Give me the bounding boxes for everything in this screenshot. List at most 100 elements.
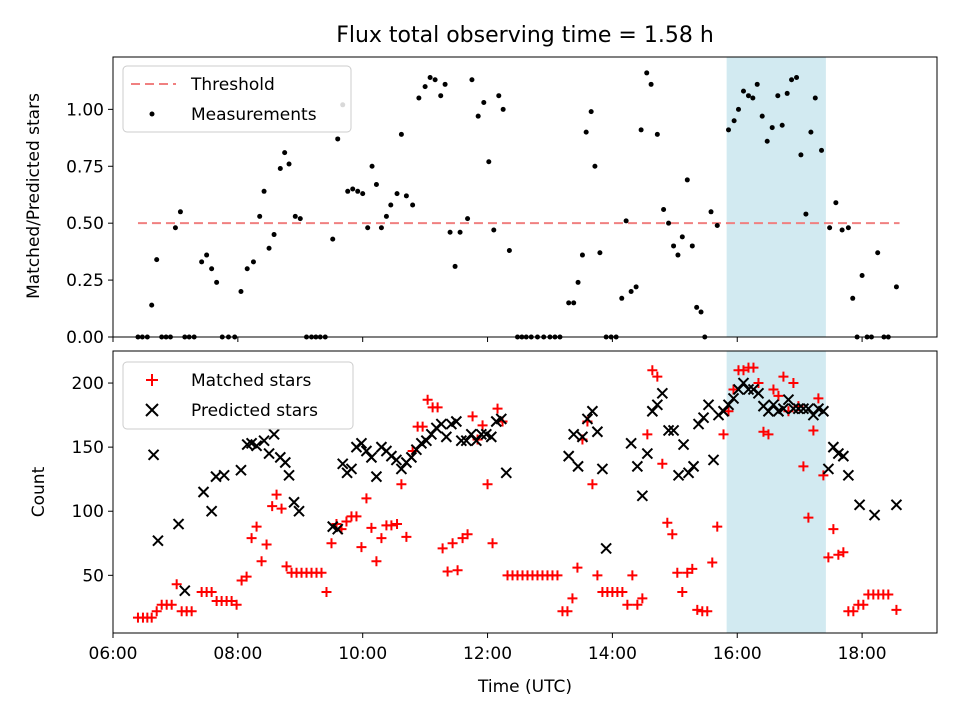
predicted-point [636, 490, 649, 502]
matched-point [261, 539, 272, 550]
count-y-tick-label: 200 [72, 374, 104, 394]
measurement-point [808, 129, 814, 135]
matched-point [667, 529, 678, 540]
measurement-point [457, 229, 463, 235]
predicted-point [152, 535, 164, 547]
measurement-point [850, 295, 856, 301]
measurement-point [579, 252, 585, 258]
count-legend-box [122, 361, 354, 430]
predicted-point [837, 450, 850, 462]
matched-point [271, 489, 282, 500]
measurement-point [452, 263, 458, 269]
predicted-point [742, 383, 755, 396]
predicted-point [365, 451, 378, 464]
predicted-point [455, 435, 468, 447]
predicted-point [360, 445, 373, 457]
matched-point [417, 421, 428, 432]
matched-point [251, 521, 262, 532]
count-x-tick-label: 16:00 [713, 644, 762, 664]
measurement-point [789, 77, 795, 83]
predicted-point [450, 415, 463, 428]
measurement-point [422, 84, 428, 90]
measurement-point [257, 213, 263, 219]
measurement-point [859, 273, 865, 279]
measurement-point [875, 250, 881, 256]
measurement-point [597, 250, 603, 256]
count-panel: 50 100 150 200 06:00 08:00 10:00 12:00 14:00 16:… [29, 350, 938, 697]
measurement-point [271, 232, 277, 238]
measurement-point [726, 127, 732, 133]
matched-point [818, 470, 829, 481]
predicted-point [792, 402, 805, 415]
measurement-point [764, 138, 770, 144]
predicted-point [268, 428, 280, 441]
legend-matched-swatch [146, 374, 158, 386]
measurement-point [345, 188, 351, 194]
count-x-tick-label: 14:00 [588, 644, 637, 664]
predicted-point [707, 454, 720, 466]
matched-point [627, 570, 638, 581]
predicted-point [475, 428, 488, 441]
matched-point [552, 570, 563, 581]
predicted-point [465, 428, 478, 441]
predicted-point [777, 402, 790, 415]
matched-point [316, 567, 327, 578]
matched-point [422, 394, 433, 405]
measurement-point [571, 300, 577, 306]
predicted-point [667, 424, 680, 437]
matched-point [813, 393, 824, 404]
predicted-point [702, 399, 715, 411]
legend-threshold-label: Threshold [190, 75, 275, 95]
matched-point [146, 612, 157, 623]
matched-point [838, 547, 849, 558]
predicted-point [807, 409, 820, 421]
matched-point [718, 429, 729, 440]
x-axis-label: Time (UTC) [477, 677, 572, 697]
predicted-point [767, 399, 780, 411]
matched-point [341, 516, 352, 527]
ratio-y-tick-label: 0.50 [66, 214, 104, 234]
matched-point [392, 519, 403, 530]
predicted-point [677, 438, 690, 451]
measurement-point [403, 193, 409, 199]
measurement-point [745, 93, 751, 99]
predicted-point [258, 435, 270, 447]
predicted-point [625, 437, 637, 449]
matched-point [442, 566, 453, 577]
predicted-point [235, 464, 247, 476]
matched-point [477, 420, 488, 431]
count-x-tick-label: 10:00 [338, 644, 387, 664]
measurement-point [261, 188, 267, 194]
predicted-point [591, 426, 604, 438]
matched-point [672, 567, 683, 578]
predicted-point [732, 383, 745, 396]
predicted-point [562, 450, 575, 462]
matched-point [171, 579, 182, 590]
matched-point [677, 586, 688, 597]
measurement-point [491, 227, 497, 233]
measurement-point [383, 213, 389, 219]
matched-point [657, 458, 668, 469]
measurement-point [373, 181, 379, 187]
matched-point [768, 384, 779, 395]
matched-point [788, 378, 799, 389]
measurement-point [740, 88, 746, 94]
matched-point [692, 604, 703, 615]
measurement-point [684, 177, 690, 183]
measurement-point [689, 243, 695, 249]
matched-point [773, 390, 784, 401]
predicted-point [172, 518, 185, 530]
measurement-point [469, 77, 475, 83]
measurement-point [839, 227, 845, 233]
matched-point [376, 533, 387, 544]
matched-point [647, 365, 658, 376]
measurement-point [775, 93, 781, 99]
measurement-point [893, 284, 899, 290]
matched-point [848, 606, 859, 617]
ratio-panel-highlight [726, 57, 826, 337]
predicted-point [787, 402, 800, 415]
matched-point [206, 586, 217, 597]
matched-point [356, 542, 367, 553]
matched-point [351, 511, 362, 522]
predicted-point [567, 428, 580, 441]
